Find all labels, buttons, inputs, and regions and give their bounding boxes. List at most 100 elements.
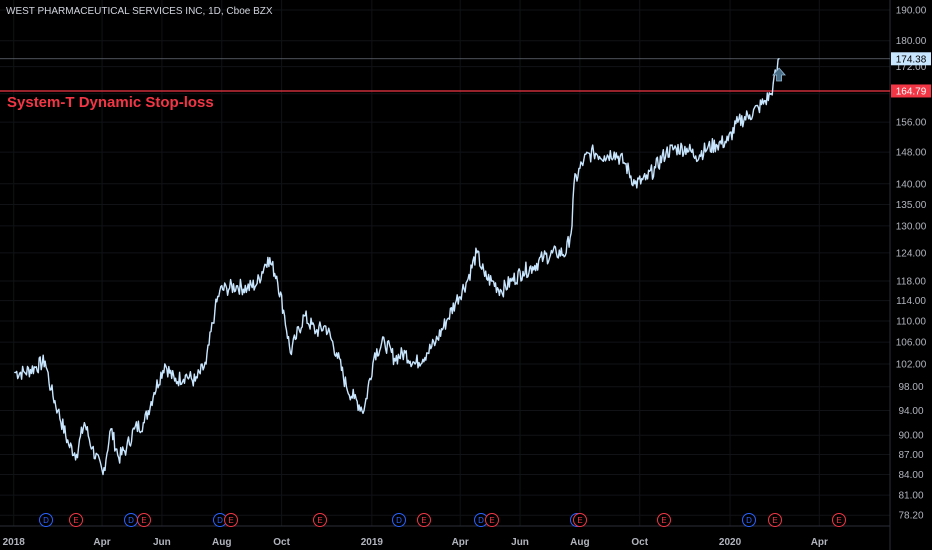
price-point	[500, 290, 503, 292]
price-point	[393, 357, 396, 360]
x-tick-label: Jun	[511, 537, 529, 548]
price-point	[57, 409, 59, 412]
price-point	[778, 58, 780, 60]
y-tick-label: 110.00	[896, 317, 926, 328]
price-point	[125, 447, 128, 449]
price-point	[727, 140, 729, 142]
price-point	[267, 256, 269, 259]
price-point	[675, 147, 677, 149]
earnings-marker[interactable]	[417, 513, 431, 527]
event-marker-label: E	[228, 516, 233, 525]
x-tick-label: 2020	[719, 537, 742, 548]
price-point	[374, 352, 376, 354]
x-tick-label: 2018	[3, 537, 26, 548]
event-marker-label: E	[577, 516, 582, 525]
price-point	[532, 266, 534, 268]
x-tick-label: Aug	[570, 537, 589, 548]
earnings-marker[interactable]	[224, 513, 238, 527]
event-marker-label: D	[128, 516, 134, 525]
y-tick-label: 124.00	[896, 248, 927, 259]
price-point	[68, 444, 70, 446]
stop-loss-annotation: System-T Dynamic Stop-loss	[7, 94, 214, 111]
event-marker-label: D	[217, 516, 223, 525]
price-point	[194, 380, 196, 382]
price-point	[315, 330, 317, 333]
price-point	[325, 325, 327, 327]
price-point	[363, 409, 365, 412]
price-point	[75, 453, 78, 456]
price-point	[624, 163, 626, 165]
price-point	[219, 290, 221, 292]
stop-loss-label: 164.79	[896, 86, 927, 97]
price-point	[35, 366, 37, 368]
y-tick-label: 78.20	[898, 511, 923, 522]
price-point	[776, 69, 778, 71]
event-marker-label: E	[317, 516, 322, 525]
y-tick-label: 106.00	[896, 338, 927, 349]
price-point	[445, 320, 448, 322]
price-point	[476, 252, 478, 254]
earnings-marker[interactable]	[768, 513, 782, 527]
y-tick-label: 87.00	[898, 450, 923, 461]
y-tick-label: 94.00	[898, 406, 923, 417]
x-tick-label: Aug	[212, 537, 231, 548]
price-point	[404, 352, 406, 354]
stop-loss-tag	[891, 84, 931, 98]
chart-title: WEST PHARMACEUTICAL SERVICES INC, 1D, Cb…	[6, 6, 273, 17]
price-point	[133, 428, 136, 430]
y-tick-label: 98.00	[898, 382, 923, 393]
price-point	[715, 143, 717, 146]
price-point	[118, 457, 120, 459]
event-marker-label: E	[489, 516, 494, 525]
price-point	[283, 315, 286, 317]
price-point	[235, 285, 238, 287]
dividend-marker[interactable]	[392, 513, 406, 527]
dividend-marker[interactable]	[742, 513, 756, 527]
last-price-tag	[891, 52, 931, 66]
price-point	[573, 183, 575, 185]
price-point	[214, 310, 216, 312]
earnings-marker[interactable]	[657, 513, 671, 527]
earnings-marker[interactable]	[573, 513, 587, 527]
price-point	[83, 422, 85, 424]
price-point	[91, 447, 93, 449]
y-tick-label: 135.00	[896, 200, 927, 211]
dividend-marker[interactable]	[39, 513, 53, 527]
event-marker-label: D	[396, 516, 402, 525]
price-point	[583, 159, 585, 161]
event-marker-label: E	[141, 516, 146, 525]
event-marker-label: E	[772, 516, 777, 525]
price-point	[44, 360, 46, 362]
price-point	[749, 114, 751, 116]
price-point	[174, 380, 176, 382]
price-point	[706, 147, 709, 149]
earnings-marker[interactable]	[485, 513, 499, 527]
earnings-marker[interactable]	[832, 513, 846, 527]
event-marker-label: E	[421, 516, 426, 525]
y-tick-label: 114.00	[896, 296, 926, 307]
price-point	[686, 147, 688, 149]
price-point	[294, 338, 296, 341]
price-point	[345, 386, 347, 388]
y-tick-label: 190.00	[896, 5, 927, 16]
price-point	[695, 155, 697, 157]
price-point	[164, 363, 166, 365]
price-point	[455, 300, 457, 302]
x-tick-label: Oct	[273, 537, 290, 548]
earnings-marker[interactable]	[313, 513, 327, 527]
y-tick-label: 140.00	[896, 179, 927, 190]
price-point	[603, 155, 606, 157]
earnings-marker[interactable]	[69, 513, 83, 527]
price-point	[571, 225, 573, 227]
earnings-marker[interactable]	[137, 513, 151, 527]
price-point	[593, 151, 595, 153]
price-point	[665, 151, 667, 153]
price-point	[542, 256, 545, 259]
y-tick-label: 81.00	[898, 491, 923, 502]
price-point	[764, 100, 766, 102]
event-marker-label: D	[746, 516, 752, 525]
buy-arrow-icon	[772, 67, 786, 82]
price-series-line	[14, 58, 780, 476]
price-point	[153, 391, 155, 394]
